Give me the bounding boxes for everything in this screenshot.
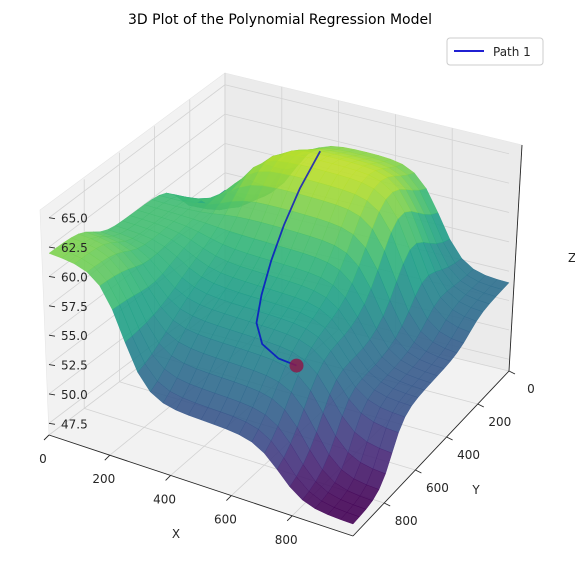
surface (48, 145, 510, 525)
x-tick-label: 200 (92, 472, 115, 486)
z-tick-mark (48, 364, 56, 366)
y-tick-label: 200 (488, 415, 511, 429)
y-tick-label: 0 (527, 382, 535, 396)
grid-line-z (224, 113, 510, 184)
axes (48, 144, 523, 537)
x-tick-label: 800 (275, 533, 298, 547)
z-tick-mark (48, 422, 56, 425)
path-1-line (255, 150, 321, 367)
z-tick-mark (48, 393, 56, 396)
z-tick-mark (48, 276, 56, 278)
y-tick-label: 600 (426, 481, 449, 495)
grid-line-z (48, 84, 226, 219)
y-tick-mark (477, 403, 485, 408)
y-tick-mark (508, 370, 516, 375)
z-tick-label: 57.5 (61, 300, 88, 314)
x-tick-label: 0 (39, 452, 47, 466)
legend: Path 1 (446, 37, 544, 66)
y-tick-label: 800 (395, 514, 418, 528)
z-tick-mark (48, 305, 56, 308)
path-series (255, 150, 321, 373)
x-tick-mark (165, 475, 171, 481)
z-tick-label: 50.0 (61, 388, 88, 402)
grid-line-z (224, 84, 510, 155)
surface-facet (48, 247, 70, 259)
z-tick-mark (48, 334, 56, 337)
z-axis-line (508, 144, 523, 372)
x-tick-label: 400 (153, 492, 176, 506)
z-tick-label: 52.5 (61, 359, 88, 373)
z-tick-mark (48, 217, 56, 220)
x-tick-mark (104, 454, 111, 461)
y-tick-label: 400 (457, 448, 480, 462)
tick-labels: 0 200 400 600 800 0 200 400 600 800 47.5 50.0 52.5 55… (39, 212, 535, 547)
z-axis-label: Z (568, 251, 575, 265)
legend-box (446, 37, 544, 66)
y-tick-mark (383, 502, 391, 507)
z-tick-label: 55.0 (61, 329, 88, 343)
path-1-end-marker (289, 358, 304, 373)
y-tick-mark (446, 436, 453, 441)
x-tick-label: 600 (214, 513, 237, 527)
z-tick-label: 47.5 (61, 417, 88, 431)
x-tick-mark (286, 515, 293, 522)
x-axis-line (48, 434, 354, 537)
legend-entry-label: Path 1 (493, 45, 531, 59)
y-axis-line (352, 370, 510, 537)
x-tick-mark (43, 434, 50, 441)
z-tick-mark (48, 246, 56, 249)
chart-title: 3D Plot of the Polynomial Regression Mod… (128, 12, 432, 28)
z-tick-label: 60.0 (61, 270, 88, 284)
x-tick-mark (226, 495, 232, 501)
grid-line-z (48, 113, 226, 248)
y-tick-mark (415, 469, 422, 474)
y-axis-label: Y (471, 483, 480, 497)
z-tick-label: 65.0 (61, 212, 88, 226)
x-axis-label: X (172, 527, 180, 541)
z-tick-label: 62.5 (61, 241, 88, 255)
